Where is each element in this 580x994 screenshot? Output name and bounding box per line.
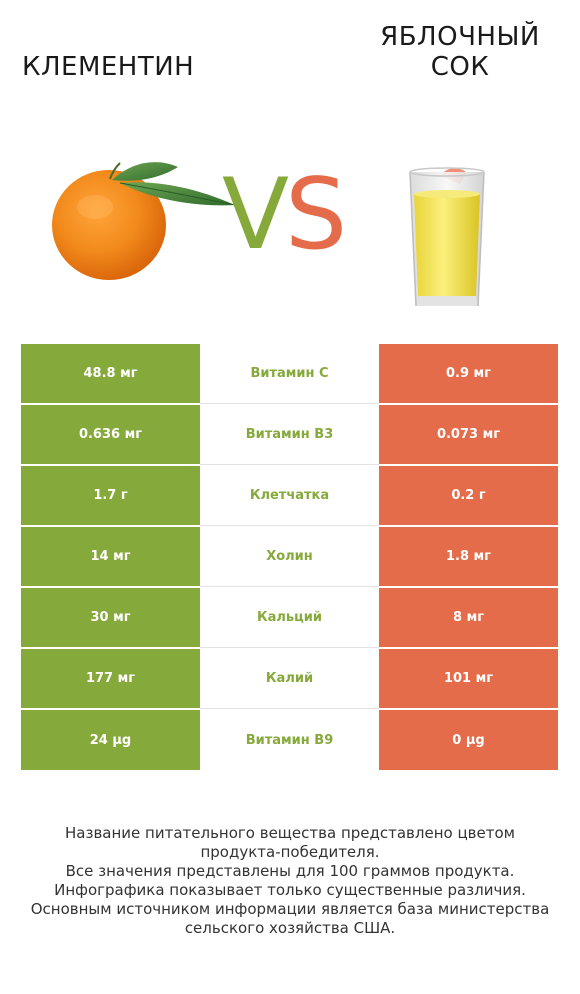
table-row: 177 мг Калий 101 мг	[21, 649, 558, 710]
apple-juice-glass-image	[409, 167, 485, 307]
table-row: 0.636 мг Витамин B3 0.073 мг	[21, 405, 558, 466]
table-row: 48.8 мг Витамин C 0.9 мг	[21, 344, 558, 405]
nutrient-name-cell: Калий	[200, 649, 379, 709]
nutrient-name-cell: Витамин B3	[200, 405, 379, 465]
table-row: 24 µg Витамин B9 0 µg	[21, 710, 558, 770]
right-value-cell: 0 µg	[379, 710, 558, 770]
right-value-cell: 0.9 мг	[379, 344, 558, 404]
left-value-cell: 177 мг	[21, 649, 200, 709]
comparison-table: 48.8 мг Витамин C 0.9 мг 0.636 мг Витамин B3…	[21, 344, 558, 770]
right-product-title-line2: СОК	[430, 52, 490, 82]
clementine-image	[52, 162, 236, 280]
footer-line: сельского хозяйства США.	[184, 919, 396, 937]
right-value-cell: 1.8 мг	[379, 527, 558, 587]
nutrient-name-cell: Кальций	[200, 588, 379, 648]
right-value-cell: 0.073 мг	[379, 405, 558, 465]
footer-notes: Название питательного вещества представл…	[20, 824, 560, 938]
footer-line: Основным источником информации является …	[30, 900, 550, 918]
right-value-cell: 8 мг	[379, 588, 558, 648]
vs-letter-s: S	[285, 158, 347, 272]
left-value-cell: 24 µg	[21, 710, 200, 770]
left-value-cell: 14 мг	[21, 527, 200, 587]
right-value-cell: 0.2 г	[379, 466, 558, 526]
nutrient-name-cell: Витамин C	[200, 344, 379, 404]
table-row: 14 мг Холин 1.8 мг	[21, 527, 558, 588]
nutrient-name-cell: Клетчатка	[200, 466, 379, 526]
nutrient-name-cell: Холин	[200, 527, 379, 587]
versus-label: VS	[222, 165, 347, 265]
nutrient-name-cell: Витамин B9	[200, 710, 379, 770]
footer-line: продукта-победителя.	[200, 843, 380, 861]
left-product-title: КЛЕМЕНТИН	[22, 52, 195, 82]
footer-line: Все значения представлены для 100 граммо…	[65, 862, 515, 880]
left-value-cell: 1.7 г	[21, 466, 200, 526]
vs-letter-v: V	[222, 158, 289, 272]
footer-line: Название питательного вещества представл…	[65, 824, 515, 842]
table-row: 30 мг Кальций 8 мг	[21, 588, 558, 649]
footer-line: Инфографика показывает только существенн…	[54, 881, 526, 899]
left-value-cell: 48.8 мг	[21, 344, 200, 404]
table-row: 1.7 г Клетчатка 0.2 г	[21, 466, 558, 527]
left-value-cell: 0.636 мг	[21, 405, 200, 465]
right-product-title: ЯБЛОЧНЫЙ СОК	[360, 22, 560, 82]
right-value-cell: 101 мг	[379, 649, 558, 709]
left-value-cell: 30 мг	[21, 588, 200, 648]
right-product-title-line1: ЯБЛОЧНЫЙ	[380, 22, 540, 52]
